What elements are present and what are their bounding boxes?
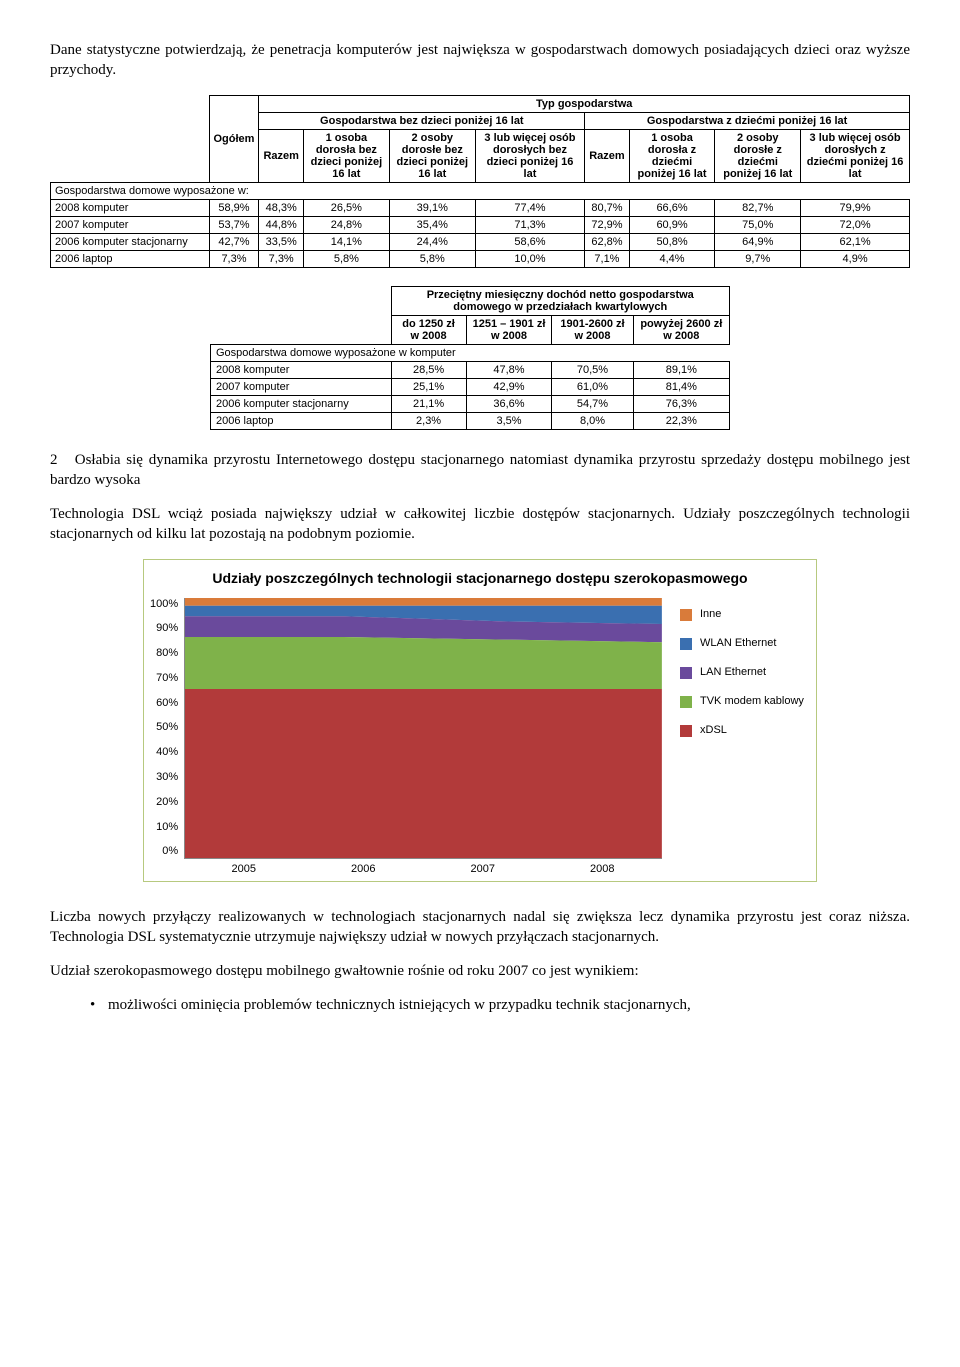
chart-legend: Inne WLAN Ethernet LAN Ethernet TVK mode… (680, 598, 810, 859)
group-a: Gospodarstwa bez dzieci poniżej 16 lat (259, 112, 585, 129)
table-households-by-type: Ogółem Typ gospodarstwa Gospodarstwa bez… (50, 95, 910, 268)
stacked-area-chart: Udziały poszczególnych technologii stacj… (143, 559, 817, 882)
table-row: 2006 laptop 2,3%3,5%8,0%22,3% (211, 412, 730, 429)
chart-title: Udziały poszczególnych technologii stacj… (150, 570, 810, 586)
legend-item: TVK modem kablowy (680, 695, 810, 708)
table-row: 2008 komputer 28,5%47,8%70,5%89,1% (211, 361, 730, 378)
legend-item: xDSL (680, 724, 810, 737)
col-ogolem: Ogółem (209, 95, 259, 182)
legend-item: LAN Ethernet (680, 666, 810, 679)
legend-swatch (680, 667, 692, 679)
legend-swatch (680, 696, 692, 708)
table-row: 2006 komputer stacjonarny 21,1%36,6%54,7… (211, 395, 730, 412)
table-row: 2008 komputer 58,9%48,3%26,5%39,1%77,4%8… (51, 199, 910, 216)
legend-swatch (680, 725, 692, 737)
group-b: Gospodarstwa z dziećmi poniżej 16 lat (585, 112, 910, 129)
table-households-by-income: Przeciętny miesięczny dochód netto gospo… (210, 286, 730, 430)
chart-plot-area (184, 598, 662, 859)
chart-x-axis: 2005 2006 2007 2008 (184, 863, 662, 875)
paragraph-dsl: Technologia DSL wciąż posiada największy… (50, 504, 910, 545)
chart-y-axis: 100% 90% 80% 70% 60% 50% 40% 30% 20% 10%… (150, 598, 178, 858)
legend-item: WLAN Ethernet (680, 637, 810, 650)
legend-swatch (680, 609, 692, 621)
top-header: Typ gospodarstwa (259, 95, 910, 112)
section-2-heading: 2 Osłabia się dynamika przyrostu Interne… (50, 450, 910, 491)
paragraph-mobile: Udział szerokopasmowego dostępu mobilneg… (50, 961, 910, 981)
table-row: 2007 komputer 53,7%44,8%24,8%35,4%71,3%7… (51, 216, 910, 233)
paragraph-connections: Liczba nowych przyłączy realizowanych w … (50, 907, 910, 948)
list-item: możliwości ominięcia problemów techniczn… (90, 995, 910, 1015)
rowhead-1: Gospodarstwa domowe wyposażone w: (51, 182, 910, 199)
legend-swatch (680, 638, 692, 650)
table-row: 2006 laptop 7,3%7,3%5,8%5,8%10,0%7,1%4,4… (51, 250, 910, 267)
table-row: 2007 komputer 25,1%42,9%61,0%81,4% (211, 378, 730, 395)
intro-paragraph: Dane statystyczne potwierdzają, że penet… (50, 40, 910, 81)
table-row: 2006 komputer stacjonarny 42,7%33,5%14,1… (51, 233, 910, 250)
legend-item: Inne (680, 608, 810, 621)
bullet-list: możliwości ominięcia problemów techniczn… (90, 995, 910, 1015)
